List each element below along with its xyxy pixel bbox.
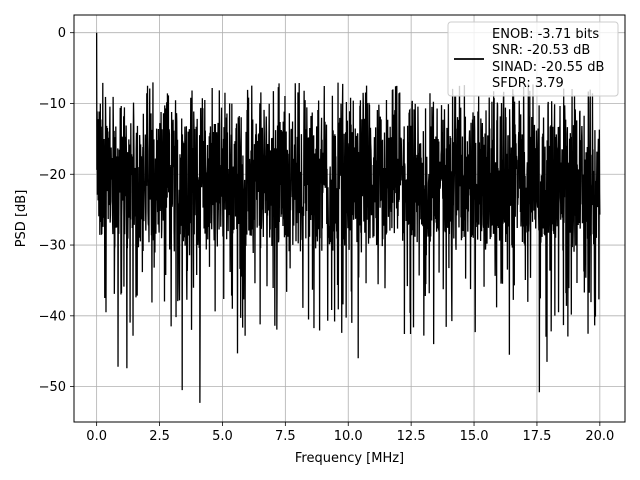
- y-tick-label: −20: [39, 168, 66, 183]
- x-tick-label: 0.0: [86, 429, 107, 444]
- x-tick-label: 7.5: [275, 429, 296, 444]
- y-tick-label: −50: [39, 380, 66, 395]
- legend-entry-sfdr: SFDR: 3.79: [492, 76, 564, 91]
- y-tick-label: −30: [39, 239, 66, 254]
- y-tick-label: −40: [39, 309, 66, 324]
- y-axis-label: PSD [dB]: [14, 190, 29, 248]
- x-tick-label: 12.5: [397, 429, 426, 444]
- ticks: 0.0 2.5 5.0 7.5 10.0 12.5 15.0 17.5 20.0 0 −10 −20 −…: [39, 26, 615, 444]
- x-tick-label: 17.5: [522, 429, 551, 444]
- legend-box: [447, 21, 619, 97]
- y-tick-label: −10: [39, 97, 66, 112]
- legend: ENOB: -3.71 bits SNR: -20.53 dB SINAD: -…: [447, 21, 619, 97]
- plot-frame: [73, 14, 626, 423]
- x-axis-label: Frequency [MHz]: [295, 451, 404, 466]
- x-tick-label: 10.0: [334, 429, 363, 444]
- x-tick-label: 20.0: [585, 429, 614, 444]
- x-tick-label: 2.5: [149, 429, 170, 444]
- x-tick-label: 5.0: [212, 429, 233, 444]
- legend-entry-enob: ENOB: -3.71 bits: [492, 27, 599, 42]
- psd-series-line: [95, 32, 601, 403]
- legend-entry-snr: SNR: -20.53 dB: [492, 43, 590, 58]
- series-layer: [95, 32, 601, 403]
- x-tick-label: 15.0: [460, 429, 489, 444]
- legend-entry-sinad: SINAD: -20.55 dB: [492, 60, 604, 75]
- y-tick-label: 0: [58, 26, 66, 41]
